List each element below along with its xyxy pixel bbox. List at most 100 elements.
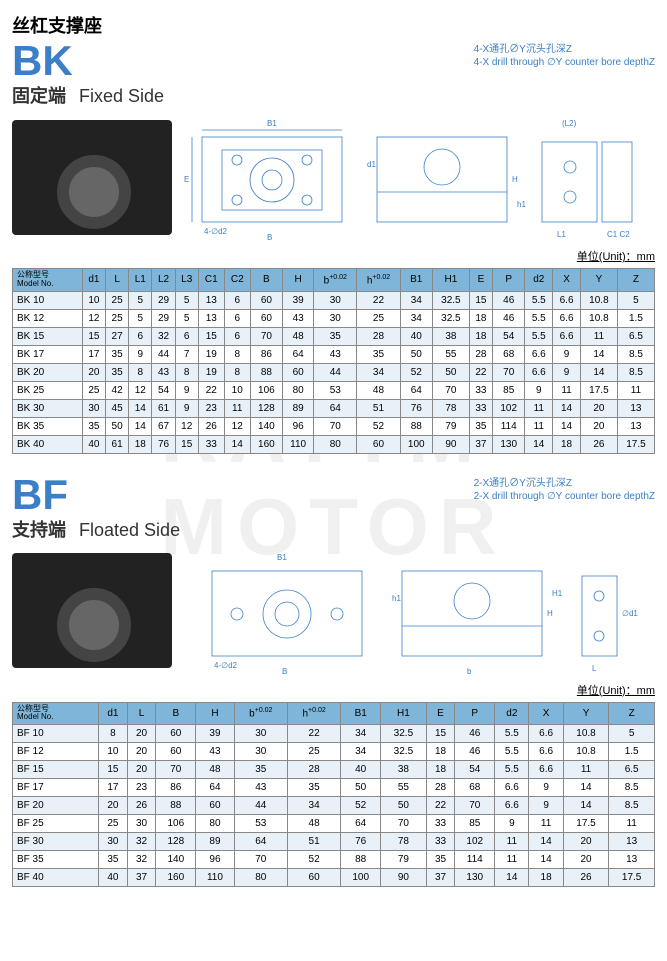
svg-text:L1: L1 [557,230,566,239]
cell: 88 [156,797,196,815]
col-header: d2 [525,269,553,292]
cell: 40 [400,327,432,345]
cell: 11 [529,815,563,833]
cell: 8.5 [617,345,654,363]
table-row: BK 2525421254922101068053486470338591117… [13,381,655,399]
cell: 18 [426,761,455,779]
col-header: X [529,702,563,725]
cell: 26 [127,797,156,815]
cell: 10.8 [580,309,617,327]
col-header: L1 [129,269,152,292]
cell: 67 [152,417,175,435]
cell: 14 [553,417,581,435]
svg-text:∅d1: ∅d1 [622,609,638,618]
cell: 48 [287,815,340,833]
cell: 17.5 [563,815,609,833]
col-header: 公称型号Model No. [13,269,83,292]
cell: 51 [287,833,340,851]
cell: 18 [129,435,152,453]
col-header: P [455,702,495,725]
cell: 14 [129,417,152,435]
bk-product-image [12,120,172,235]
cell: 22 [287,725,340,743]
cell: 34 [357,363,400,381]
cell: 35 [82,417,105,435]
cell: 14 [580,363,617,381]
cell: 32 [127,833,156,851]
cell: 11 [580,327,617,345]
svg-text:B1: B1 [267,119,277,128]
bf-note-cn: 2-X通孔∅Y沉头孔深Z [474,474,655,489]
cell: 5 [175,309,198,327]
cell: 35 [469,417,492,435]
cell: 5 [609,725,655,743]
col-header: L [106,269,129,292]
col-header: E [426,702,455,725]
cell: 26 [198,417,224,435]
cell: 96 [283,417,314,435]
cell: 86 [250,345,282,363]
svg-text:4-∅d2: 4-∅d2 [204,227,228,236]
col-header: C1 [198,269,224,292]
cell: 40 [99,869,128,887]
col-header: d1 [99,702,128,725]
cell: 5 [129,291,152,309]
cell: 114 [455,851,495,869]
cell: 128 [250,399,282,417]
cell: 50 [381,797,427,815]
cell: BK 40 [13,435,83,453]
cell: 76 [341,833,381,851]
col-header: C2 [224,269,250,292]
cell: 43 [196,743,234,761]
table-row: BF 35353214096705288793511411142013 [13,851,655,869]
cell: 70 [156,761,196,779]
cell: 29 [152,309,175,327]
cell: 40 [82,435,105,453]
svg-text:H: H [547,609,553,618]
cell: 70 [381,815,427,833]
cell: BK 35 [13,417,83,435]
cell: 37 [426,869,455,887]
cell: 13 [609,833,655,851]
cell: 79 [432,417,469,435]
cell: 6.6 [529,743,563,761]
cell: 32.5 [381,743,427,761]
cell: 30 [99,833,128,851]
col-header: Z [617,269,654,292]
cell: 52 [287,851,340,869]
cell: 140 [250,417,282,435]
col-header: B [156,702,196,725]
cell: 23 [127,779,156,797]
cell: 8 [99,725,128,743]
cell: 70 [314,417,357,435]
col-header: d1 [82,269,105,292]
cell: 39 [196,725,234,743]
cell: 12 [175,417,198,435]
cell: 52 [341,797,381,815]
cell: 89 [196,833,234,851]
table-row: BF 2525301068053486470338591117.511 [13,815,655,833]
svg-text:L: L [592,664,597,673]
svg-text:d1: d1 [367,160,376,169]
cell: 48 [283,327,314,345]
col-header: E [469,269,492,292]
cell: 11 [495,833,529,851]
cell: BF 20 [13,797,99,815]
cell: 76 [152,435,175,453]
col-header: h+0.02 [357,269,400,292]
cell: 29 [152,291,175,309]
cell: 54 [152,381,175,399]
cell: 6.6 [495,779,529,797]
cell: BF 30 [13,833,99,851]
cell: BK 15 [13,327,83,345]
cell: 10 [99,743,128,761]
cell: 34 [341,743,381,761]
cell: 60 [156,725,196,743]
cell: 52 [357,417,400,435]
table-row: BK 202035843819888604434525022706.69148.… [13,363,655,381]
col-header: H1 [432,269,469,292]
cell: 60 [250,291,282,309]
bf-subtitle: 支持端 Floated Side [12,516,180,542]
cell: 30 [127,815,156,833]
cell: 46 [493,291,525,309]
